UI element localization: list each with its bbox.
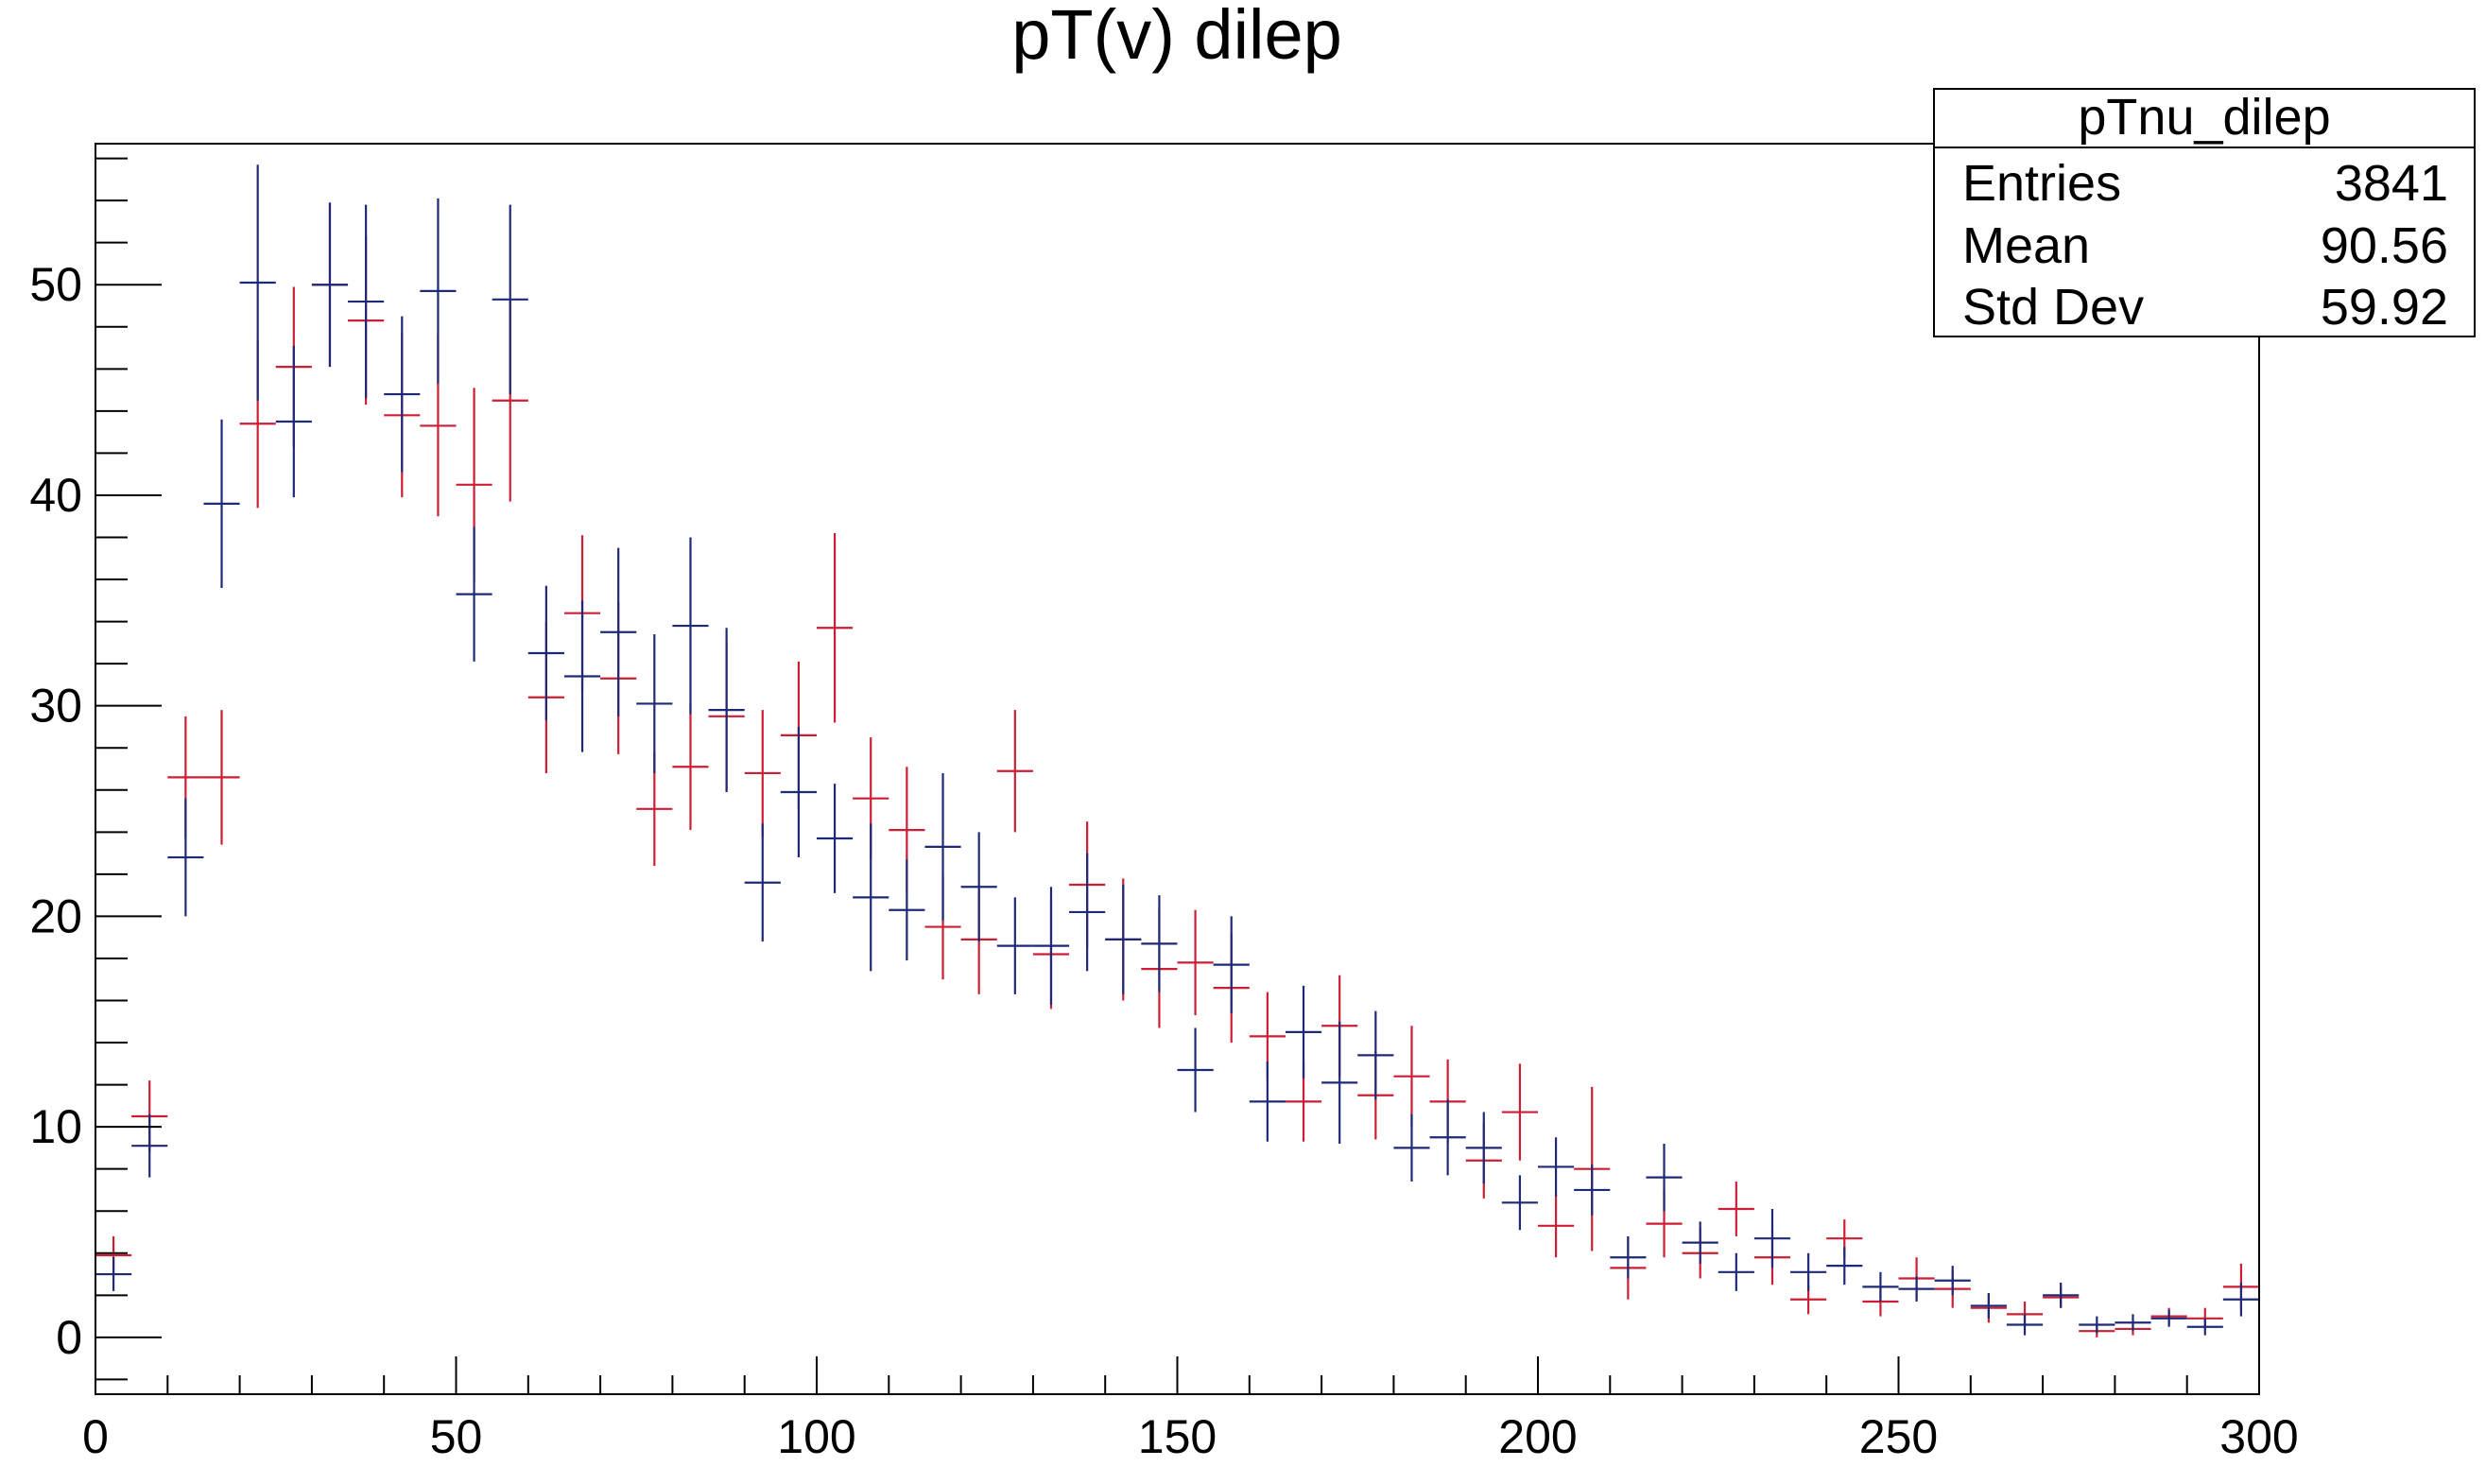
stats-box-frame <box>1933 88 2476 337</box>
bin-point <box>1357 1010 1394 1100</box>
bin-point <box>384 316 421 473</box>
bin-point <box>2079 1316 2115 1334</box>
y-tick-label: 20 <box>29 889 82 942</box>
bin-point <box>1141 895 1178 992</box>
bin-point <box>817 784 854 893</box>
bin-point <box>1718 1182 1754 1236</box>
bin-point <box>744 823 781 942</box>
bin-point <box>239 164 276 401</box>
stats-entries-value: 3841 <box>2335 155 2448 212</box>
bin-point <box>853 823 889 972</box>
bin-point <box>527 585 564 721</box>
bin-point <box>636 633 673 773</box>
bin-point <box>131 1113 168 1178</box>
bin-point <box>1213 916 1250 1013</box>
bin-point <box>1898 1276 1935 1302</box>
stats-box: pTnu_dilep Entries 3841 Mean 90.56 Std D… <box>1933 88 2476 337</box>
bin-point <box>2150 1309 2187 1327</box>
bin-point <box>2186 1318 2223 1336</box>
bin-point <box>817 533 854 723</box>
x-tick-label: 50 <box>430 1410 483 1463</box>
chart-title: pT(v) dilep <box>1011 0 1342 74</box>
bin-point <box>1032 887 1070 1005</box>
bin-point <box>672 703 709 831</box>
stats-mean-label: Mean <box>1962 217 2090 274</box>
bin-point <box>1574 1165 1611 1216</box>
x-tick-label: 250 <box>1859 1410 1938 1463</box>
bin-point <box>1069 853 1106 972</box>
x-tick-label: 150 <box>1138 1410 1217 1463</box>
bin-point <box>1790 1252 1827 1291</box>
bin-point <box>348 204 385 399</box>
bin-point <box>1501 1175 1538 1231</box>
bin-point <box>780 726 817 858</box>
stats-stddev-value: 59.92 <box>2321 279 2448 336</box>
x-tick-label: 100 <box>777 1410 855 1463</box>
bin-point <box>996 897 1033 994</box>
bin-point <box>492 204 528 395</box>
plot-marks <box>95 164 2259 1337</box>
bin-point <box>420 198 457 384</box>
bin-point <box>1682 1221 1718 1264</box>
x-tick-label: 200 <box>1498 1410 1577 1463</box>
bin-point <box>2006 1314 2044 1336</box>
bin-point <box>1249 1061 1286 1142</box>
bin-point <box>95 1257 132 1291</box>
bin-point <box>2115 1314 2151 1332</box>
bin-point <box>1646 1143 1683 1212</box>
y-tick-label: 50 <box>29 258 82 311</box>
bin-point <box>1177 909 1214 1016</box>
x-tick-label: 0 <box>82 1410 109 1463</box>
bin-point <box>1934 1266 1971 1296</box>
bin-point <box>1393 1026 1430 1128</box>
series-1 <box>95 202 2259 1337</box>
bin-point <box>1465 1112 1502 1184</box>
stats-box-title: pTnu_dilep <box>2078 89 2330 146</box>
bin-point <box>1321 1021 1358 1144</box>
y-tick-label: 10 <box>29 1100 82 1153</box>
bin-point <box>2043 1282 2080 1308</box>
bin-point <box>708 628 745 792</box>
bin-point <box>1826 1247 1863 1286</box>
bin-point <box>1610 1235 1647 1279</box>
bin-point <box>203 419 240 588</box>
y-tick-label: 30 <box>29 680 82 733</box>
bin-point <box>1718 1252 1754 1291</box>
series-2 <box>95 164 2259 1336</box>
stats-stddev-label: Std Dev <box>1962 279 2144 336</box>
bin-point <box>1538 1137 1575 1197</box>
bin-point <box>744 710 781 837</box>
bin-point <box>1970 1293 2007 1319</box>
bin-point <box>600 547 637 716</box>
bin-point <box>924 772 961 921</box>
bin-point <box>1285 985 1322 1078</box>
bin-point <box>1753 1209 1791 1268</box>
bin-point <box>889 859 925 961</box>
bin-point <box>1501 1063 1538 1161</box>
x-tick-label: 300 <box>2219 1410 2298 1463</box>
bin-point <box>311 202 349 368</box>
x-axis: 0 50 100 150 200 250 300 <box>82 1356 2299 1463</box>
bin-point <box>1105 885 1142 994</box>
bin-point <box>1177 1027 1214 1113</box>
y-tick-label: 40 <box>29 469 82 522</box>
bin-point <box>1393 1113 1430 1182</box>
bin-point <box>167 798 204 917</box>
bin-point <box>563 600 601 752</box>
stats-mean-value: 90.56 <box>2321 217 2448 274</box>
bin-point <box>960 832 997 942</box>
y-tick-label: 0 <box>56 1311 82 1364</box>
y-axis: 0 10 20 30 40 50 <box>29 157 162 1381</box>
bin-point <box>996 710 1033 833</box>
bin-point <box>2222 1282 2259 1317</box>
bin-point <box>1538 1194 1575 1258</box>
bin-point <box>672 537 709 715</box>
bin-point <box>456 526 492 662</box>
stats-entries-label: Entries <box>1962 155 2121 212</box>
bin-point <box>275 345 312 498</box>
bin-point <box>1429 1099 1466 1176</box>
bin-point <box>203 710 240 845</box>
bin-point <box>1862 1271 1899 1302</box>
